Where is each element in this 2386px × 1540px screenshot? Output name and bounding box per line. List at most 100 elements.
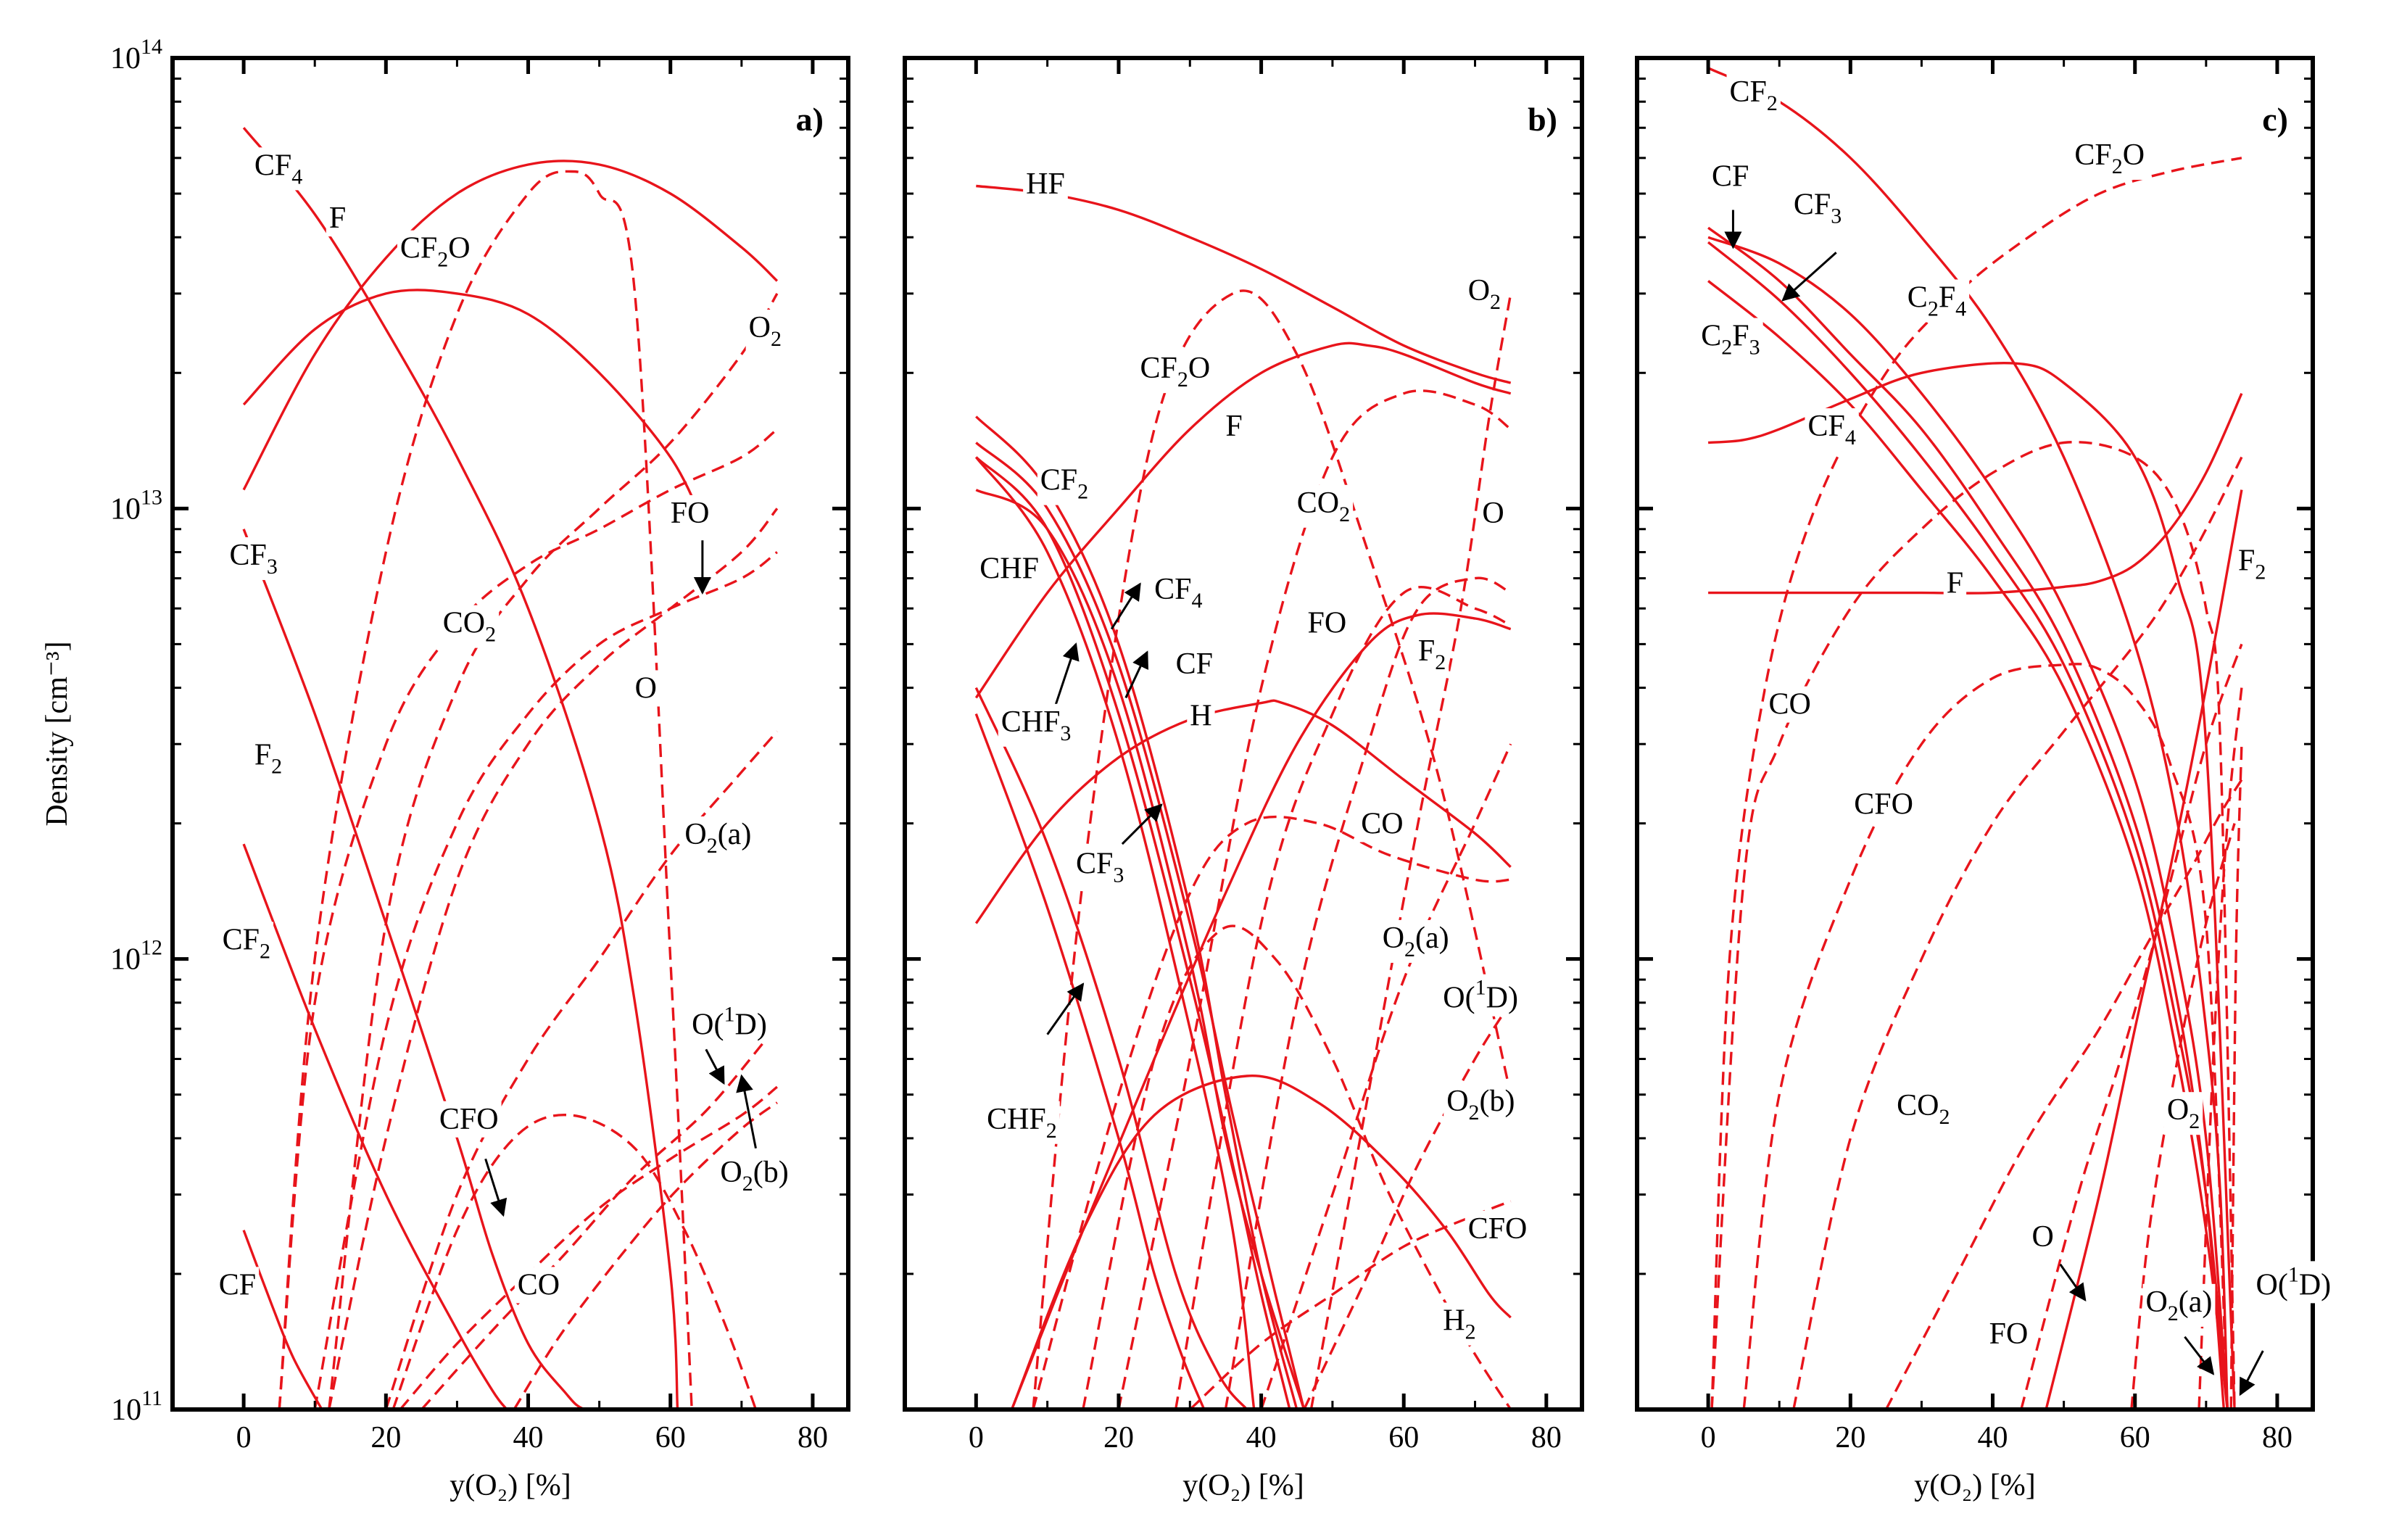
- label-background: [436, 1101, 502, 1138]
- annotation-arrow: [2239, 1350, 2264, 1396]
- label-background: [977, 550, 1042, 587]
- series-label-o-1d: O(1D): [2256, 1262, 2332, 1301]
- series-label-f2: F2: [254, 739, 282, 779]
- label-background: [717, 1154, 792, 1198]
- series-label-f2: F2: [1418, 634, 1446, 674]
- series-line-cf: [975, 456, 1291, 1409]
- series-line-co: [1032, 815, 1511, 1409]
- label-background: [1443, 1083, 1518, 1127]
- label-background: [251, 147, 306, 191]
- series-label-cf3: CF3: [1794, 188, 1842, 228]
- series-line-cf3: [974, 687, 1248, 1409]
- label-background: [326, 200, 349, 237]
- label-background: [251, 737, 286, 780]
- series-label-fo: FO: [1989, 1317, 2029, 1351]
- label-background: [1172, 646, 1216, 683]
- x-tick-label: 20: [1835, 1421, 1865, 1454]
- series-label-o2-a: O2(a): [684, 818, 751, 858]
- panels: 1011 1012 1013 1014 0 20 40 60 80 y(O₂) [%] a) CF4 F…: [110, 35, 2335, 1502]
- series-line-cf4: [975, 442, 1306, 1409]
- series-line-cf3: [1707, 241, 2229, 1409]
- panel-a: 1011 1012 1013 1014 0 20 40 60 80 y(O₂) [%] a) CF4 F…: [110, 35, 850, 1502]
- annotation-arrow: [1121, 803, 1163, 845]
- annotation-arrow: [1053, 642, 1080, 709]
- series-line-o2: [2130, 823, 2236, 1409]
- series-label-o-1d: O(1D): [1443, 976, 1518, 1015]
- label-background: [1790, 186, 1845, 230]
- label-background: [1904, 279, 1970, 323]
- series-label-o: O: [1482, 497, 1504, 530]
- series-line-cf: [242, 1230, 323, 1409]
- label-background: [682, 816, 755, 860]
- series-line-fo: [2020, 643, 2243, 1409]
- series-label-co: CO: [1361, 807, 1403, 840]
- series-line-chf2: [974, 713, 1206, 1409]
- series-label-o2: O2: [749, 311, 782, 351]
- label-background: [2142, 1283, 2216, 1327]
- y-tick-label: 1014: [110, 35, 162, 75]
- series-label-chf: CHF: [979, 552, 1039, 586]
- series-line-cf4: [1707, 362, 2236, 1409]
- series-line-chf3: [974, 456, 1256, 1409]
- annotation-arrow: [1124, 650, 1148, 699]
- label-background: [514, 1267, 563, 1304]
- label-background: [2029, 1219, 2057, 1256]
- label-background: [1440, 974, 1521, 1017]
- y-axis-label: Density [cm⁻³]: [41, 641, 74, 826]
- label-background: [1765, 686, 1814, 723]
- series-label-o2-a: O2(a): [1383, 922, 1449, 961]
- label-background: [397, 230, 473, 273]
- y-axis-title: Density [cm⁻³]: [41, 641, 74, 826]
- series-label-cfo: CFO: [439, 1103, 499, 1136]
- series-label-f: F: [1947, 567, 1963, 600]
- annotation-arrow: [736, 1074, 757, 1149]
- series-label-f: F: [1225, 410, 1242, 443]
- label-background: [1851, 786, 1916, 823]
- series-line-co2: [1117, 389, 1512, 1409]
- label-background: [998, 703, 1074, 747]
- label-background: [745, 310, 784, 353]
- x-tick-label: 60: [2120, 1421, 2150, 1454]
- annotation-arrow: [1110, 582, 1141, 630]
- x-axis-title: y(O₂) [%]: [1182, 1469, 1304, 1502]
- label-background: [984, 1101, 1060, 1144]
- series-line-f2: [242, 289, 708, 530]
- x-tick-label: 60: [655, 1421, 686, 1454]
- label-background: [1023, 166, 1068, 203]
- series-label-cf2: CF2: [1040, 464, 1088, 504]
- label-background: [1379, 919, 1452, 963]
- label-background: [226, 537, 281, 580]
- series-line-chf: [975, 489, 1306, 1409]
- series-line-f2: [1710, 441, 2236, 1409]
- series-label-o: O: [2031, 1220, 2053, 1254]
- series-label-cf2o: CF2O: [2074, 138, 2145, 178]
- label-background: [1709, 158, 1752, 195]
- series-label-fo: FO: [1307, 607, 1346, 640]
- series-line-o2-b: [399, 1085, 778, 1409]
- label-background: [631, 670, 660, 707]
- x-tick-label: 0: [969, 1421, 984, 1454]
- series-label-co: CO: [1768, 688, 1810, 721]
- annotation-arrow: [2184, 1336, 2215, 1375]
- label-background: [1304, 605, 1350, 642]
- label-background: [219, 922, 274, 965]
- series-label-fo: FO: [671, 497, 710, 530]
- series-label-o: O: [635, 671, 657, 705]
- panel-label: c): [2262, 101, 2288, 138]
- label-background: [1726, 74, 1781, 117]
- series-line-cf2o: [1032, 289, 1512, 1409]
- x-tick-label: 40: [1246, 1421, 1277, 1454]
- series-label-cf4: CF4: [254, 149, 302, 189]
- series-label-o2-b: O2(b): [1446, 1085, 1515, 1125]
- x-tick-label: 20: [370, 1421, 401, 1454]
- x-tick-label: 60: [1388, 1421, 1419, 1454]
- plot-frame: [170, 56, 850, 1412]
- series-line-fo: [1224, 576, 1512, 1409]
- series-line-cfo: [1792, 456, 2243, 1409]
- panel-label: b): [1528, 101, 1557, 138]
- label-background: [2234, 542, 2269, 586]
- label-background: [1479, 494, 1507, 531]
- label-background: [2071, 136, 2148, 180]
- panel-b: 0 20 40 60 80 y(O₂) [%] b) HF CF2O O2 F CF2 CO2 O CHF C…: [903, 56, 1584, 1502]
